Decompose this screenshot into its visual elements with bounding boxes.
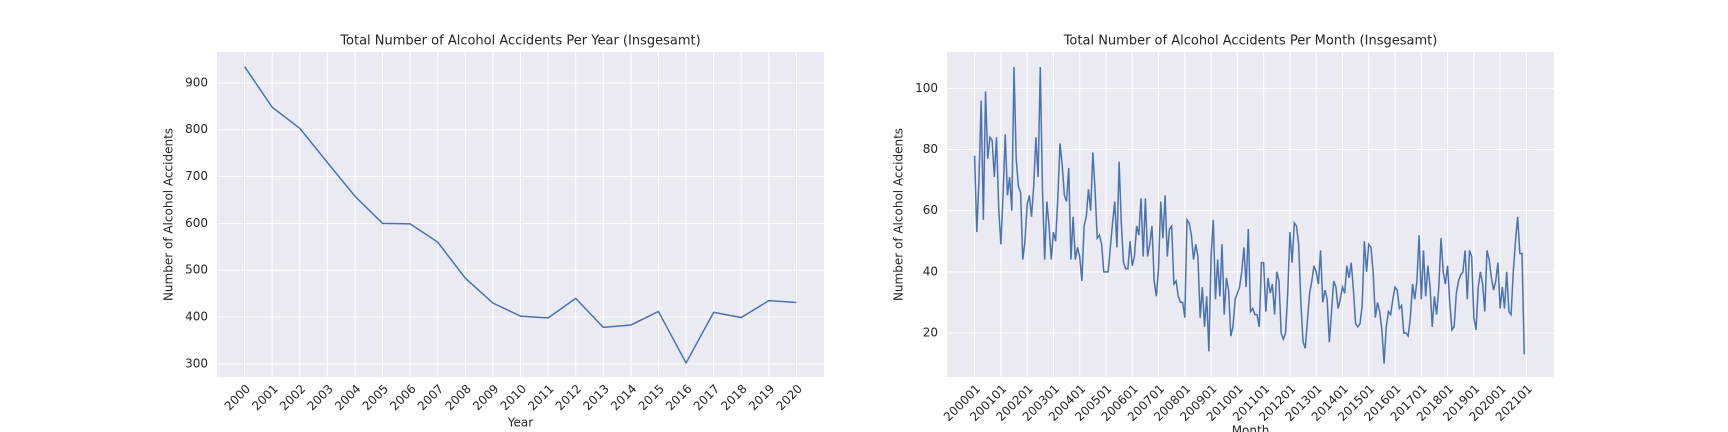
y-axis-label: Number of Alcohol Accidents bbox=[162, 128, 176, 301]
y-tick-label: 80 bbox=[923, 142, 938, 156]
x-tick-label: 2010 bbox=[498, 382, 529, 413]
y-tick-label: 800 bbox=[185, 122, 208, 136]
chart-title: Total Number of Alcohol Accidents Per Mo… bbox=[1063, 34, 1438, 49]
x-axis-label: Month bbox=[1232, 424, 1270, 432]
y-tick-label: 400 bbox=[185, 310, 208, 324]
y-tick-label: 600 bbox=[185, 216, 208, 230]
y-axis-label: Number of Alcohol Accidents bbox=[892, 128, 906, 301]
x-tick-label: 2001 bbox=[249, 382, 280, 413]
x-tick-label: 2015 bbox=[636, 382, 667, 413]
plot-area bbox=[947, 52, 1554, 377]
x-tick-label: 2014 bbox=[608, 382, 639, 413]
y-tick-label: 20 bbox=[923, 325, 938, 339]
x-tick-label: 2020 bbox=[774, 382, 805, 413]
y-tick-label: 300 bbox=[185, 356, 208, 370]
y-tick-label: 40 bbox=[923, 264, 938, 278]
x-tick-label: 2004 bbox=[332, 382, 363, 413]
y-tick-label: 60 bbox=[923, 203, 938, 217]
x-axis-label: Year bbox=[507, 416, 533, 430]
y-tick-label: 100 bbox=[915, 81, 938, 95]
x-tick-label: 2013 bbox=[580, 382, 611, 413]
x-tick-label: 2017 bbox=[691, 382, 722, 413]
x-tick-label: 2019 bbox=[746, 382, 777, 413]
x-tick-label: 2003 bbox=[304, 382, 335, 413]
x-tick-label: 2012 bbox=[553, 382, 584, 413]
chart-title: Total Number of Alcohol Accidents Per Ye… bbox=[339, 34, 700, 49]
x-tick-label: 2006 bbox=[387, 382, 418, 413]
x-tick-label: 2000 bbox=[222, 382, 253, 413]
y-tick-label: 900 bbox=[185, 75, 208, 89]
x-tick-label: 2008 bbox=[442, 382, 473, 413]
x-tick-label: 2005 bbox=[360, 382, 391, 413]
x-tick-label: 2018 bbox=[718, 382, 749, 413]
x-tick-label: 2011 bbox=[525, 382, 556, 413]
x-tick-label: 2007 bbox=[415, 382, 446, 413]
data-line bbox=[243, 66, 797, 365]
y-tick-label: 500 bbox=[185, 263, 208, 277]
data-line bbox=[973, 66, 1525, 364]
x-tick-label: 2009 bbox=[470, 382, 501, 413]
y-tick-label: 700 bbox=[185, 169, 208, 183]
x-tick-label: 2002 bbox=[277, 382, 308, 413]
x-tick-label: 2016 bbox=[663, 382, 694, 413]
